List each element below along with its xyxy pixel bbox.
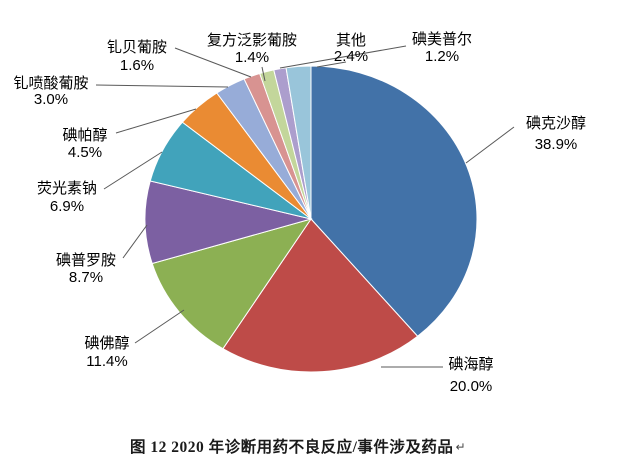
leader-line-2 — [134, 309, 185, 344]
leader-line-3 — [122, 224, 148, 259]
slice-label-pct-6: 3.0% — [34, 91, 68, 108]
slice-label-name-2: 碘佛醇 — [84, 335, 129, 352]
slice-label-pct-7: 1.6% — [120, 57, 154, 74]
slice-label-pct-1: 20.0% — [450, 378, 493, 395]
leader-line-6 — [95, 84, 229, 88]
slice-label-name-6: 钆喷酸葡胺 — [13, 75, 88, 92]
slice-label-name-8: 复方泛影葡胺 — [207, 31, 297, 49]
leader-line-7 — [174, 47, 252, 78]
slice-label-pct-10: 2.4% — [334, 48, 368, 65]
slice-label-pct-8: 1.4% — [235, 49, 269, 66]
slice-label-name-3: 碘普罗胺 — [56, 252, 116, 269]
leader-line-9 — [279, 45, 407, 69]
slice-label-name-9: 碘美普尔 — [412, 31, 472, 48]
slice-label-pct-3: 8.7% — [69, 269, 103, 286]
chart-caption: 图 12 2020 年诊断用药不良反应/事件涉及药品 ↵ — [0, 435, 610, 457]
slice-label-pct-9: 1.2% — [425, 48, 459, 65]
slice-label-name-7: 钆贝葡胺 — [107, 39, 167, 56]
pie-slice-3 — [144, 180, 313, 265]
leader-line-8 — [261, 66, 266, 82]
leader-line-4 — [103, 151, 163, 190]
slice-label-pct-0: 38.9% — [535, 136, 578, 153]
leader-line-0 — [465, 126, 515, 164]
leader-line-10 — [316, 61, 347, 68]
slice-label-name-1: 碘海醇 — [448, 356, 493, 373]
paragraph-return-mark: ↵ — [455, 440, 466, 454]
slice-label-name-10: 其他 — [336, 32, 366, 49]
pie-slice-2 — [151, 218, 313, 350]
slice-label-pct-2: 11.4% — [86, 353, 127, 370]
slice-label-pct-5: 4.5% — [68, 144, 102, 161]
slice-label-name-4: 荧光素钠 — [37, 180, 97, 197]
pie-slice-0 — [310, 65, 478, 337]
pie-slice-1 — [222, 218, 419, 373]
slice-label-name-5: 碘帕醇 — [62, 127, 107, 144]
leader-line-5 — [115, 108, 197, 134]
pie-slice-10 — [285, 65, 312, 220]
slice-label-pct-4: 6.9% — [50, 198, 84, 215]
slice-label-name-0: 碘克沙醇 — [526, 115, 586, 132]
chart-caption-text: 图 12 2020 年诊断用药不良反应/事件涉及药品 — [130, 439, 454, 456]
